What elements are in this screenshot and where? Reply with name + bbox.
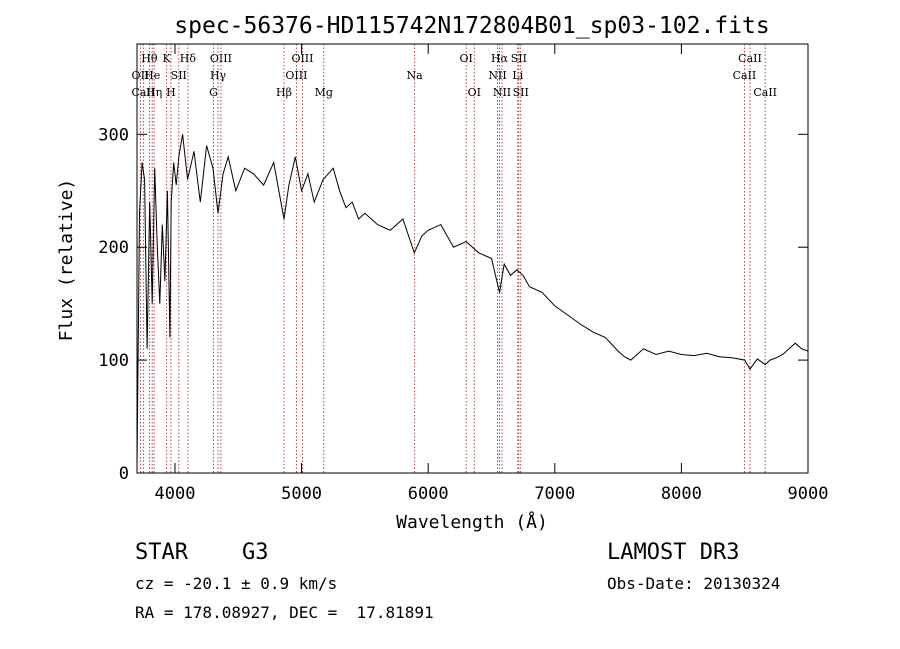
line-label-22: Li — [512, 69, 523, 82]
line-label-25: CaII — [738, 52, 762, 65]
y-tick-label-200: 200 — [98, 238, 129, 258]
y-tick-label-0: 0 — [119, 464, 129, 484]
line-label-12: Hβ — [276, 86, 292, 99]
x-tick-label-8000: 8000 — [661, 484, 702, 504]
flux-series-line — [136, 134, 809, 468]
line-label-18: OI — [468, 86, 481, 99]
line-label-7: H — [166, 86, 176, 99]
survey-label: LAMOST DR3 — [607, 540, 740, 565]
line-label-9: OIII — [210, 52, 232, 65]
line-label-0: Hθ — [141, 52, 158, 65]
line-label-11: G — [209, 86, 218, 99]
line-label-14: OIII — [285, 69, 307, 82]
spectral-line-markers — [139, 44, 766, 473]
line-label-17: OI — [459, 52, 472, 65]
x-tick-label-4000: 4000 — [155, 484, 196, 504]
line-label-10: Hγ — [210, 69, 227, 82]
subclass-label: G3 — [242, 540, 269, 565]
obs-date: Obs-Date: 20130324 — [607, 574, 781, 593]
line-label-15: Mg — [315, 86, 333, 99]
coordinates: RA = 178.08927, DEC = 17.81891 — [135, 603, 434, 622]
object-class-label: STAR — [135, 540, 188, 565]
line-label-1: OII — [132, 69, 150, 82]
y-axis-label: Flux (relative) — [56, 179, 77, 342]
x-axis: 4000 5000 6000 7000 8000 9000 — [155, 44, 829, 504]
spectral-line-labels: Hθ OII CaII He Hη K SII H Hδ OIII Hγ G Hβ OIII OIII Mg N… — [131, 52, 777, 99]
line-label-23: NII — [493, 86, 511, 99]
line-label-13: OIII — [291, 52, 313, 65]
cz-value: cz = -20.1 ± 0.9 km/s — [135, 574, 338, 593]
x-tick-label-9000: 9000 — [788, 484, 829, 504]
x-axis-label: Wavelength (Å) — [396, 511, 548, 533]
line-label-24: SII — [513, 86, 529, 99]
line-label-19: Hα — [491, 52, 509, 65]
x-tick-label-7000: 7000 — [534, 484, 575, 504]
line-label-16: Na — [407, 69, 424, 82]
y-axis: 0 100 200 300 — [98, 125, 808, 484]
plot-frame — [136, 43, 809, 474]
line-label-21: NII — [488, 69, 506, 82]
line-label-3: He — [144, 69, 160, 82]
chart-title: spec-56376-HD115742N172804B01_sp03-102.f… — [174, 13, 769, 39]
line-label-27: CaII — [753, 86, 777, 99]
x-tick-label-6000: 6000 — [408, 484, 449, 504]
line-label-5: K — [163, 52, 172, 65]
line-label-20: SII — [511, 52, 527, 65]
x-tick-label-5000: 5000 — [281, 484, 322, 504]
y-tick-label-100: 100 — [98, 351, 129, 371]
line-label-26: CaII — [733, 69, 757, 82]
y-tick-label-300: 300 — [98, 125, 129, 145]
line-label-6: SII — [171, 69, 187, 82]
line-label-8: Hδ — [180, 52, 197, 65]
line-label-4: Hη — [146, 86, 162, 99]
